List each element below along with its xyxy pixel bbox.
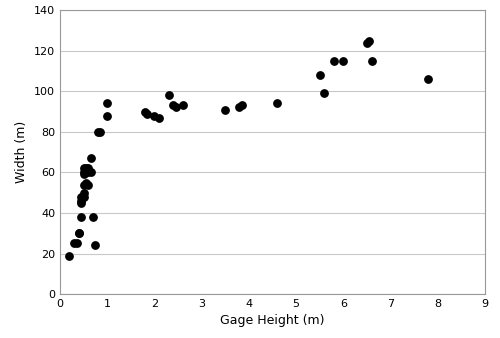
Point [273, 101, 281, 106]
Point [103, 101, 111, 106]
Point [86, 170, 94, 175]
Point [77, 200, 85, 206]
Y-axis label: Width (m): Width (m) [16, 121, 28, 183]
Point [80, 190, 88, 195]
Point [170, 103, 177, 108]
Point [320, 91, 328, 96]
Point [424, 76, 432, 82]
Point [340, 58, 347, 64]
Point [75, 231, 83, 236]
Point [82, 170, 90, 175]
Point [236, 105, 244, 110]
Point [66, 253, 74, 258]
Point [84, 166, 92, 171]
Point [80, 172, 88, 177]
Point [366, 38, 374, 43]
Point [150, 113, 158, 118]
Point [103, 113, 111, 118]
Point [80, 170, 88, 175]
Point [144, 111, 152, 116]
Point [92, 243, 100, 248]
Point [77, 198, 85, 203]
Point [155, 115, 163, 120]
Point [96, 129, 104, 135]
Point [172, 105, 179, 110]
Point [72, 241, 80, 246]
Point [86, 155, 94, 161]
Point [179, 103, 187, 108]
Point [80, 194, 88, 199]
Point [363, 40, 371, 45]
Point [84, 170, 92, 175]
Point [368, 58, 376, 64]
Point [82, 166, 90, 171]
Point [82, 180, 90, 185]
Point [84, 182, 92, 187]
Point [238, 103, 246, 108]
X-axis label: Gage Height (m): Gage Height (m) [220, 314, 325, 328]
Point [164, 93, 172, 98]
Point [80, 166, 88, 171]
Point [89, 214, 97, 220]
Point [80, 182, 88, 187]
Point [222, 107, 230, 112]
Point [141, 109, 149, 114]
Point [330, 58, 338, 64]
Point [316, 72, 324, 78]
Point [70, 241, 78, 246]
Point [77, 214, 85, 220]
Point [75, 231, 83, 236]
Point [94, 129, 102, 135]
Point [77, 194, 85, 199]
